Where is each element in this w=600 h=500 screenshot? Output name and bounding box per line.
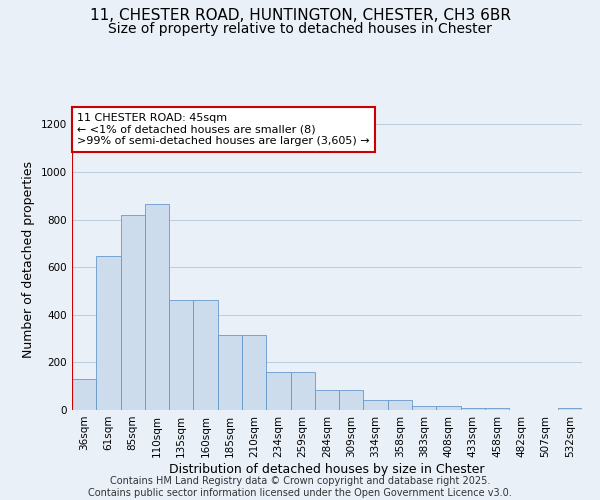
Bar [290,372,315,410]
Bar [121,215,145,410]
Bar [364,400,388,410]
Bar [242,335,266,410]
Bar [266,372,290,410]
Bar [218,335,242,410]
Text: 11, CHESTER ROAD, HUNTINGTON, CHESTER, CH3 6BR: 11, CHESTER ROAD, HUNTINGTON, CHESTER, C… [89,8,511,22]
Text: 11 CHESTER ROAD: 45sqm
← <1% of detached houses are smaller (8)
>99% of semi-det: 11 CHESTER ROAD: 45sqm ← <1% of detached… [77,113,370,146]
Bar [169,300,193,410]
Bar [558,408,582,410]
Text: Contains HM Land Registry data © Crown copyright and database right 2025.
Contai: Contains HM Land Registry data © Crown c… [88,476,512,498]
Bar [339,390,364,410]
Bar [96,256,121,410]
Text: Size of property relative to detached houses in Chester: Size of property relative to detached ho… [108,22,492,36]
Bar [145,204,169,410]
Bar [388,400,412,410]
Bar [412,406,436,410]
Y-axis label: Number of detached properties: Number of detached properties [22,162,35,358]
Bar [193,300,218,410]
Bar [485,408,509,410]
Bar [461,408,485,410]
Bar [315,390,339,410]
X-axis label: Distribution of detached houses by size in Chester: Distribution of detached houses by size … [169,462,485,475]
Bar [436,406,461,410]
Bar [72,379,96,410]
